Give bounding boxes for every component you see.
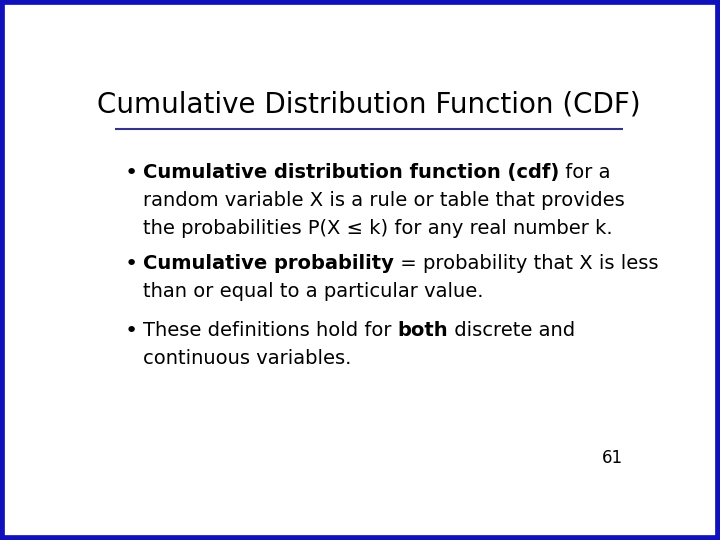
Text: the probabilities P(X ≤ k) for any real number k.: the probabilities P(X ≤ k) for any real … (143, 219, 613, 238)
Text: than or equal to a particular value.: than or equal to a particular value. (143, 282, 484, 301)
Text: •: • (125, 163, 138, 183)
Text: continuous variables.: continuous variables. (143, 349, 351, 368)
Text: random variable X is a rule or table that provides: random variable X is a rule or table tha… (143, 191, 625, 210)
Text: for a: for a (559, 163, 611, 181)
Text: •: • (125, 321, 138, 341)
Text: These definitions hold for: These definitions hold for (143, 321, 397, 340)
Text: discrete and: discrete and (449, 321, 575, 340)
Text: 61: 61 (602, 449, 623, 467)
Text: = probability that X is less: = probability that X is less (394, 254, 658, 273)
Text: Cumulative distribution function (cdf): Cumulative distribution function (cdf) (143, 163, 559, 181)
Text: both: both (397, 321, 449, 340)
Text: Cumulative probability: Cumulative probability (143, 254, 394, 273)
Text: •: • (125, 254, 138, 274)
Text: Cumulative Distribution Function (CDF): Cumulative Distribution Function (CDF) (97, 90, 641, 118)
